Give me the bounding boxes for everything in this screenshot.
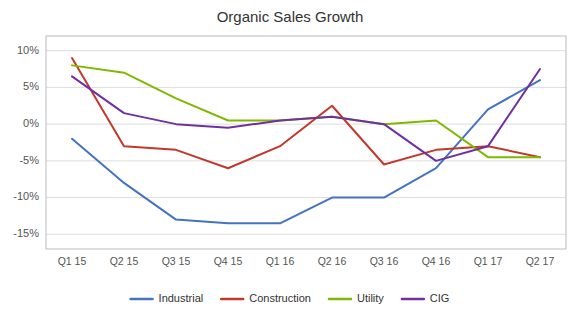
x-tick-label: Q2 17 (526, 255, 555, 267)
grid-line (46, 87, 566, 88)
series-line (72, 65, 540, 157)
grid-line (46, 160, 566, 161)
x-tick-label: Q2 16 (318, 255, 347, 267)
grid-line (46, 234, 566, 235)
y-tick-label: 10% (17, 44, 39, 56)
legend-item: Industrial (131, 292, 204, 304)
legend-swatch (402, 298, 424, 301)
x-tick-label: Q3 16 (370, 255, 399, 267)
legend-swatch (221, 298, 243, 301)
y-tick-label: 5% (23, 80, 39, 92)
plot-frame (46, 36, 566, 249)
legend-label: Industrial (159, 292, 204, 304)
y-grid (46, 51, 566, 235)
y-tick-label: -10% (13, 190, 39, 202)
legend-label: CIG (430, 292, 450, 304)
chart: Organic Sales Growth -15% -10% -5% 0% 5% 10% Q1… (0, 0, 580, 319)
legend-swatch (329, 298, 351, 301)
legend-swatch (131, 298, 153, 301)
grid-line (46, 50, 566, 51)
legend-item: Construction (221, 292, 311, 304)
series-line (72, 58, 540, 168)
grid-line (46, 124, 566, 125)
x-tick-label: Q1 16 (266, 255, 295, 267)
x-tick-label: Q1 15 (58, 255, 87, 267)
lines (72, 58, 540, 223)
y-tick-label: -15% (13, 227, 39, 239)
x-tick-label: Q3 15 (162, 255, 191, 267)
legend-label: Utility (357, 292, 384, 304)
grid-line (46, 197, 566, 198)
y-tick-label: -5% (19, 154, 39, 166)
series-line (72, 69, 540, 161)
legend-label: Construction (249, 292, 311, 304)
x-tick-label: Q2 15 (110, 255, 139, 267)
x-tick-label: Q1 17 (474, 255, 503, 267)
title: Organic Sales Growth (217, 8, 364, 25)
x-tick-label: Q4 16 (422, 255, 451, 267)
x-tick-label: Q4 15 (214, 255, 243, 267)
legend-item: Utility (329, 292, 384, 304)
y-tick-label: 0% (23, 117, 39, 129)
legend: Industrial Construction Utility CIG (131, 292, 450, 304)
legend-item: CIG (402, 292, 450, 304)
